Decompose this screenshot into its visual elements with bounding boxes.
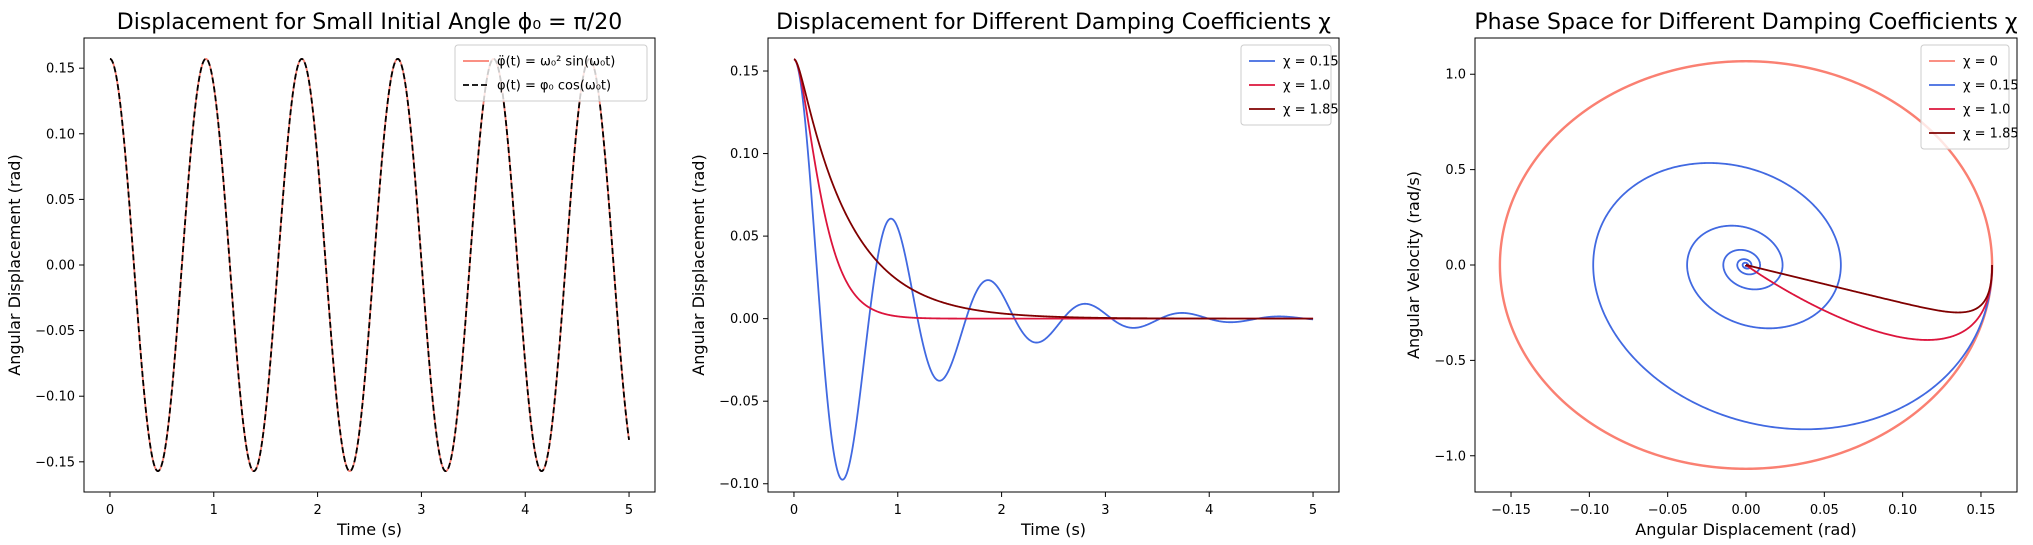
- y-tick-label: 0.15: [46, 62, 75, 77]
- legend-entry: χ = 0.15: [1963, 79, 2019, 94]
- y-tick-label: −0.10: [719, 477, 759, 492]
- series-line: [109, 57, 630, 473]
- x-tick-label: 4: [521, 503, 529, 518]
- chart-title: Displacement for Different Damping Coeff…: [776, 10, 1331, 35]
- x-tick-label: 0.05: [1810, 503, 1839, 518]
- legend-entry: χ = 0: [1963, 55, 1998, 70]
- y-tick-label: 0.15: [730, 65, 759, 80]
- chart-panel-displacement-small-angle: Displacement for Small Initial Angle ϕ₀ …: [5, 10, 656, 539]
- plot-frame: [767, 37, 1340, 493]
- y-tick-label: 0.00: [46, 259, 75, 274]
- x-tick-label: 5: [625, 503, 633, 518]
- y-tick-label: 0.05: [730, 230, 759, 245]
- x-tick-label: 0.00: [1732, 503, 1761, 518]
- legend-entry: χ = 1.0: [1283, 79, 1330, 94]
- x-tick-label: 0: [106, 503, 114, 518]
- y-tick-label: −0.15: [35, 455, 75, 470]
- y-axis-label: Angular Velocity (rad/s): [1404, 171, 1423, 359]
- y-tick-label: −0.10: [35, 390, 75, 405]
- y-axis-label: Angular Displacement (rad): [5, 154, 24, 375]
- legend-box: [1920, 44, 2010, 150]
- legend-entry: χ = 1.0: [1963, 103, 2010, 118]
- x-axis-label: Time (s): [1020, 520, 1086, 539]
- y-tick-label: −0.05: [719, 395, 759, 410]
- y-tick-label: 0.05: [46, 193, 75, 208]
- series-line: [109, 57, 630, 473]
- series-line: [1745, 264, 1993, 314]
- legend-entry: χ = 1.85: [1963, 127, 2019, 142]
- x-tick-label: −0.05: [1648, 503, 1688, 518]
- x-tick-label: 2: [997, 503, 1005, 518]
- y-tick-label: 0.10: [730, 147, 759, 162]
- x-tick-label: 0: [790, 503, 798, 518]
- y-tick-label: −1.0: [1434, 449, 1466, 464]
- legend: χ = 0 χ = 0.15 χ = 1.0 χ = 1.85: [1920, 44, 2019, 150]
- x-tick-label: 5: [1309, 503, 1317, 518]
- series-line: [1592, 162, 1993, 431]
- x-axis-label: Time (s): [336, 520, 402, 539]
- legend-entry: φ(t) = φ₀ cos(ω₀t): [497, 79, 611, 94]
- y-tick-label: 1.0: [1445, 68, 1466, 83]
- series-line: [793, 58, 1314, 320]
- legend-box: [1240, 44, 1332, 126]
- series-line: [793, 58, 1314, 320]
- chart-title: Phase Space for Different Damping Coeffi…: [1474, 10, 2018, 35]
- x-tick-label: 1: [210, 503, 218, 518]
- y-tick-label: −0.5: [1434, 354, 1466, 369]
- x-tick-label: −0.15: [1491, 503, 1531, 518]
- legend-entry: φ̈(t) = ω₀² sin(ω₀t): [497, 55, 615, 70]
- series-line: [793, 58, 1314, 481]
- plot-frame: [83, 37, 656, 493]
- y-tick-label: 0.5: [1445, 163, 1466, 178]
- y-tick-label: 0.00: [730, 312, 759, 327]
- legend-entry: χ = 1.85: [1283, 103, 1339, 118]
- x-tick-label: 4: [1205, 503, 1213, 518]
- series-line: [1745, 264, 1993, 341]
- x-tick-label: 3: [1101, 503, 1109, 518]
- chart-title: Displacement for Small Initial Angle ϕ₀ …: [117, 10, 622, 35]
- x-tick-label: 3: [417, 503, 425, 518]
- chart-panel-phase-space: Phase Space for Different Damping Coeffi…: [1404, 10, 2019, 539]
- legend: χ = 0.15 χ = 1.0 χ = 1.85: [1240, 44, 1339, 126]
- y-axis-label: Angular Displacement (rad): [689, 154, 708, 375]
- y-tick-label: 0.10: [46, 127, 75, 142]
- x-tick-label: 1: [894, 503, 902, 518]
- legend-entry: χ = 0.15: [1283, 55, 1339, 70]
- x-tick-label: −0.10: [1569, 503, 1609, 518]
- legend: φ̈(t) = ω₀² sin(ω₀t) φ(t) = φ₀ cos(ω₀t): [454, 44, 648, 102]
- x-axis-label: Angular Displacement (rad): [1635, 520, 1856, 539]
- x-tick-label: 0.15: [1966, 503, 1995, 518]
- chart-panel-damping-displacement: Displacement for Different Damping Coeff…: [689, 10, 1340, 539]
- x-tick-label: 0.10: [1888, 503, 1917, 518]
- x-tick-label: 2: [313, 503, 321, 518]
- y-tick-label: −0.05: [35, 324, 75, 339]
- legend-box: [454, 44, 648, 102]
- y-tick-label: 0.0: [1445, 259, 1466, 274]
